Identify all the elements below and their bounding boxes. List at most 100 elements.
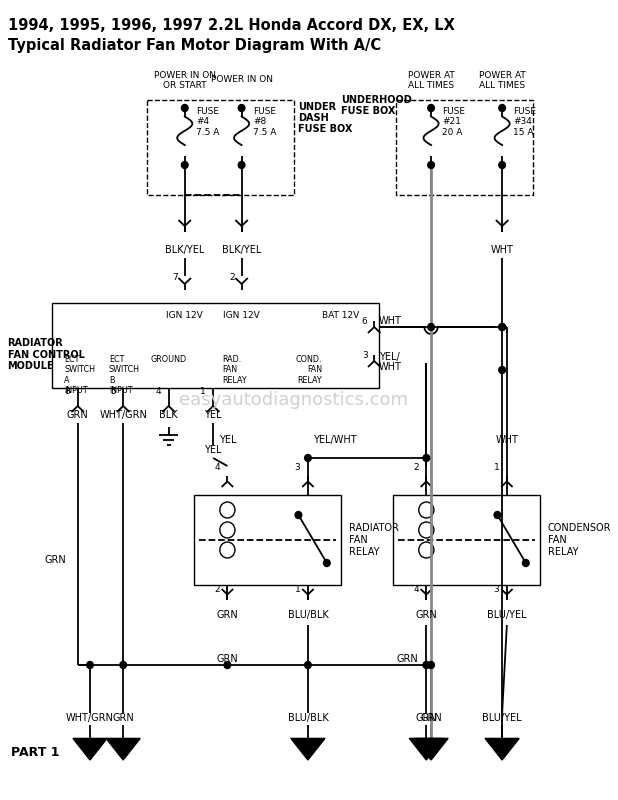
Text: E: E (428, 743, 434, 754)
Text: POWER AT: POWER AT (479, 70, 525, 79)
Text: UNDERHOOD: UNDERHOOD (341, 95, 412, 105)
Text: YEL/WHT: YEL/WHT (313, 435, 356, 445)
Text: 3: 3 (494, 585, 499, 594)
Text: easyautodiagnostics.com: easyautodiagnostics.com (179, 391, 408, 409)
Text: 8: 8 (64, 387, 70, 397)
Circle shape (494, 511, 501, 518)
Text: 1994, 1995, 1996, 1997 2.2L Honda Accord DX, EX, LX: 1994, 1995, 1996, 1997 2.2L Honda Accord… (7, 18, 454, 33)
Text: ALL TIMES: ALL TIMES (479, 81, 525, 90)
Text: POWER IN ON: POWER IN ON (211, 74, 273, 83)
Circle shape (305, 454, 311, 462)
Text: GRN: GRN (397, 654, 418, 664)
Text: YEL: YEL (205, 410, 222, 420)
Circle shape (428, 323, 434, 330)
Text: GRN: GRN (420, 713, 442, 723)
Text: BLK/YEL: BLK/YEL (165, 245, 205, 255)
Text: WHT: WHT (379, 316, 402, 326)
Text: ECT
SWITCH
A
INPUT: ECT SWITCH A INPUT (64, 355, 95, 395)
Text: BAT 12V: BAT 12V (323, 310, 360, 319)
Text: RADIATOR
FAN
RELAY: RADIATOR FAN RELAY (349, 523, 399, 557)
Text: 5: 5 (110, 387, 116, 397)
Circle shape (295, 511, 302, 518)
Text: PART 1: PART 1 (11, 746, 60, 758)
Text: GRN: GRN (216, 654, 239, 664)
Text: BLU/BLK: BLU/BLK (287, 610, 328, 620)
Text: GRN: GRN (415, 610, 437, 620)
Text: A: A (86, 743, 94, 754)
Text: GRN: GRN (44, 555, 66, 565)
Text: 7: 7 (172, 274, 178, 282)
Text: UNDER: UNDER (298, 102, 337, 112)
Bar (396, 100, 533, 195)
Text: BLU/YEL: BLU/YEL (487, 610, 527, 620)
Bar (393, 495, 540, 585)
Circle shape (182, 162, 188, 169)
Polygon shape (414, 738, 448, 760)
Circle shape (499, 323, 506, 330)
Text: 6: 6 (362, 317, 368, 326)
Circle shape (428, 662, 434, 669)
Circle shape (499, 105, 506, 111)
Text: IGN 12V: IGN 12V (223, 310, 260, 319)
Text: F: F (499, 743, 506, 754)
Text: Typical Radiator Fan Motor Diagram With A/C: Typical Radiator Fan Motor Diagram With … (7, 38, 381, 53)
Polygon shape (106, 738, 140, 760)
Text: RAD.
FAN
RELAY: RAD. FAN RELAY (222, 355, 247, 385)
Text: BLU/YEL: BLU/YEL (482, 713, 522, 723)
Polygon shape (291, 738, 325, 760)
Circle shape (224, 662, 231, 669)
Text: 2: 2 (229, 274, 235, 282)
Circle shape (499, 162, 506, 169)
Text: C: C (304, 743, 311, 754)
Circle shape (239, 162, 245, 169)
Text: POWER AT: POWER AT (408, 70, 454, 79)
Text: IGN 12V: IGN 12V (166, 310, 203, 319)
Text: BLU/BLK: BLU/BLK (287, 713, 328, 723)
Circle shape (324, 559, 330, 566)
Text: YEL/: YEL/ (379, 352, 400, 362)
Text: FUSE BOX: FUSE BOX (341, 106, 396, 116)
Circle shape (182, 105, 188, 111)
Text: WHT: WHT (379, 362, 402, 372)
Circle shape (499, 323, 506, 330)
Text: FUSE
#4
7.5 A: FUSE #4 7.5 A (196, 107, 219, 137)
Text: GRN: GRN (415, 713, 437, 723)
Text: BLK: BLK (159, 410, 178, 420)
Text: 2: 2 (214, 585, 220, 594)
Text: FUSE BOX: FUSE BOX (298, 124, 353, 134)
Text: 3: 3 (362, 350, 368, 359)
Bar (52, 303, 379, 388)
Text: ALL TIMES: ALL TIMES (408, 81, 454, 90)
Circle shape (423, 662, 430, 669)
Circle shape (87, 662, 93, 669)
Text: 1: 1 (494, 463, 499, 473)
Text: FUSE
#34
15 A: FUSE #34 15 A (514, 107, 536, 137)
Polygon shape (485, 738, 519, 760)
Text: 3: 3 (295, 463, 300, 473)
Text: YEL: YEL (219, 435, 236, 445)
Polygon shape (73, 738, 107, 760)
Text: B: B (119, 743, 127, 754)
Text: YEL: YEL (205, 445, 222, 455)
Text: 4: 4 (156, 387, 161, 397)
Bar (147, 100, 294, 195)
Text: POWER IN ON: POWER IN ON (154, 70, 216, 79)
Text: WHT: WHT (496, 435, 519, 445)
Circle shape (305, 662, 311, 669)
Text: GRN: GRN (216, 610, 239, 620)
Text: RADIATOR
FAN CONTROL
MODULE: RADIATOR FAN CONTROL MODULE (7, 338, 85, 371)
Circle shape (428, 105, 434, 111)
Text: 4: 4 (413, 585, 419, 594)
Text: COND.
FAN
RELAY: COND. FAN RELAY (295, 355, 322, 385)
Circle shape (522, 559, 529, 566)
Circle shape (499, 366, 506, 374)
Text: WHT/GRN: WHT/GRN (99, 410, 147, 420)
Text: CONDENSOR
FAN
RELAY: CONDENSOR FAN RELAY (548, 523, 611, 557)
Text: 4: 4 (214, 463, 220, 473)
Text: 1: 1 (200, 387, 206, 397)
Text: GRN: GRN (112, 713, 134, 723)
Text: BLK/YEL: BLK/YEL (222, 245, 261, 255)
Circle shape (423, 454, 430, 462)
Text: DASH: DASH (298, 113, 329, 123)
Bar (194, 495, 341, 585)
